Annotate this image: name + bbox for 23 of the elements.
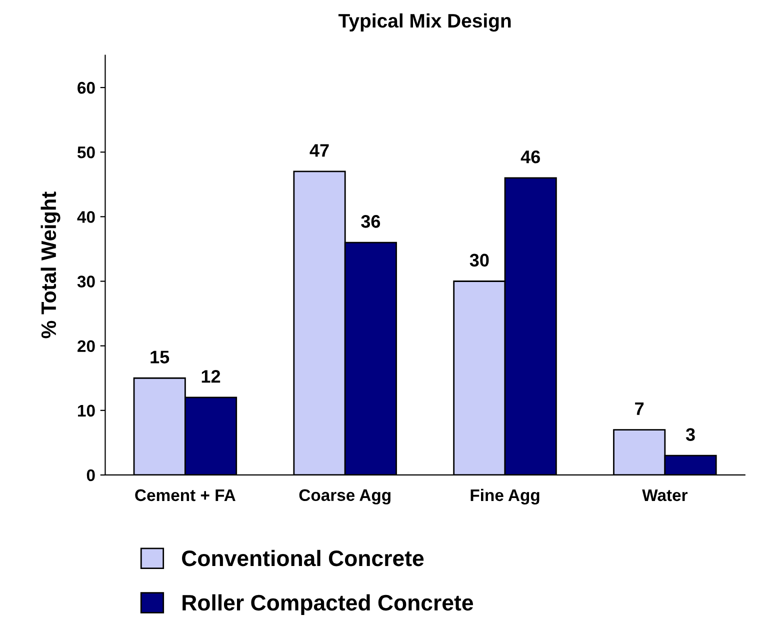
y-tick-label: 30 (77, 276, 95, 288)
chart-title: Typical Mix Design (338, 13, 511, 32)
legend-label: Conventional Concrete (182, 550, 424, 566)
y-tick-label: 40 (77, 211, 95, 223)
y-tick-label: 10 (78, 404, 95, 417)
x-tick-label: Fine Agg (470, 488, 540, 504)
data-label: 30 (470, 254, 489, 267)
x-tick-label: Cement + FA (135, 489, 236, 502)
x-tick-label: Water (642, 489, 688, 502)
data-label: 12 (202, 370, 220, 383)
data-label: 46 (520, 150, 540, 164)
data-label: 15 (150, 350, 170, 364)
data-label: 7 (635, 402, 644, 415)
data-label: 47 (310, 144, 329, 157)
y-tick-label: 50 (77, 146, 95, 158)
y-tick-label: 0 (86, 469, 95, 482)
y-tick-label: 60 (78, 82, 95, 94)
y-axis-title: % Total Weight (40, 192, 60, 338)
x-tick-label: Coarse Agg (299, 489, 390, 504)
data-label: 3 (686, 428, 695, 441)
y-tick-label: 20 (78, 340, 95, 352)
data-label: 36 (361, 215, 380, 228)
legend-label: Roller Compacted Concrete (182, 594, 474, 615)
